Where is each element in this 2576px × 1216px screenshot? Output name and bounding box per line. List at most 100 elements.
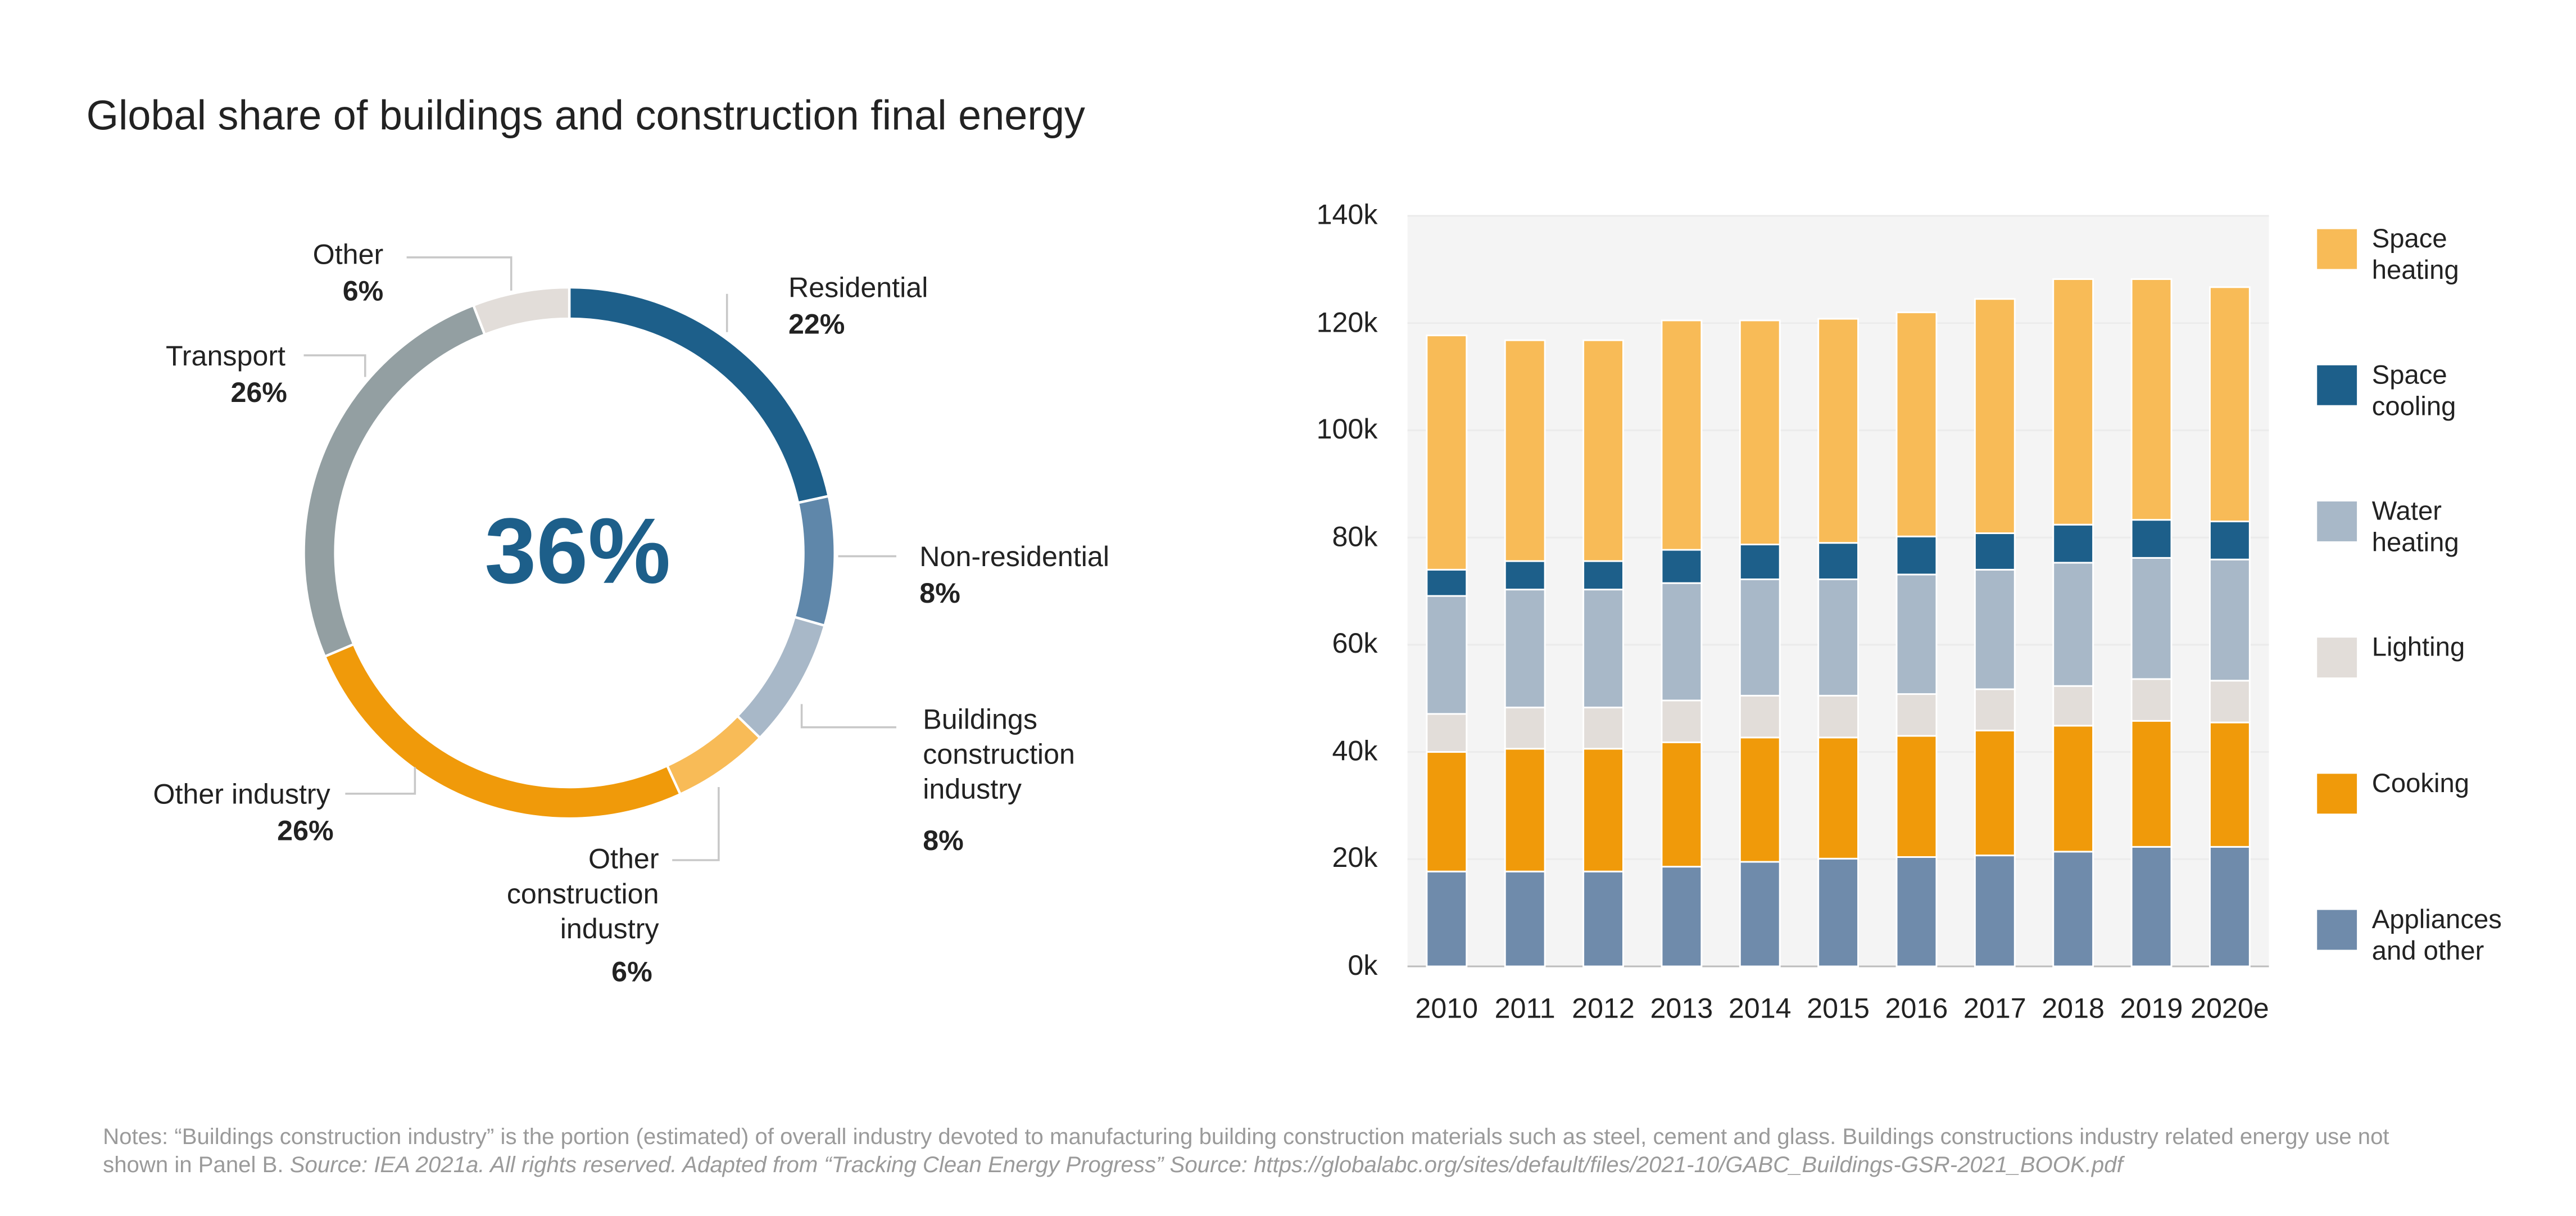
- legend-swatch: [2317, 910, 2357, 950]
- slice-value-label: 6%: [342, 275, 384, 308]
- bar-segment: [1895, 311, 1938, 537]
- slice-value-label: 22%: [788, 309, 845, 341]
- bar-segment: [1504, 589, 1546, 708]
- center-label: 36%: [484, 498, 671, 603]
- y-tick-label: 60k: [1332, 628, 1378, 660]
- bar-segment: [1426, 713, 1468, 753]
- bar-segment: [1974, 688, 2016, 731]
- bar-segment: [1895, 573, 1938, 695]
- bar-segment: [1426, 870, 1468, 968]
- bar-segment: [1504, 748, 1546, 873]
- x-tick-label: 2016: [1885, 993, 1948, 1025]
- bar-segment: [1974, 568, 2016, 690]
- bar-segment: [2208, 680, 2251, 724]
- bar-segment: [1661, 699, 1703, 743]
- bar-segment: [2130, 519, 2173, 559]
- slice-value-label: 26%: [277, 815, 334, 847]
- leader-line: [406, 256, 513, 291]
- y-tick-label: 20k: [1332, 842, 1378, 874]
- x-tick-label: 2012: [1572, 993, 1635, 1025]
- x-tick-label: 2013: [1650, 993, 1713, 1025]
- bar-segment: [2208, 846, 2251, 968]
- bar-segment: [1739, 736, 1781, 863]
- bar-segment: [1817, 857, 1860, 968]
- x-tick-label: 2017: [1963, 993, 2026, 1025]
- slice-value-label: 8%: [923, 825, 964, 857]
- bar-segment: [1661, 549, 1703, 584]
- bar-segment: [2208, 521, 2251, 560]
- chart-title: Global share of buildings and constructi…: [86, 93, 1085, 140]
- bar-segment: [2052, 851, 2094, 968]
- notes: Notes: “Buildings construction industry”…: [103, 1123, 2460, 1179]
- bar-segment: [2208, 721, 2251, 848]
- bar-segment: [1817, 736, 1860, 860]
- bar-segment: [1739, 578, 1781, 697]
- bar-segment: [1895, 735, 1938, 858]
- y-tick-label: 0k: [1348, 950, 1378, 982]
- legend-swatch: [2317, 638, 2357, 678]
- x-tick-label: 2019: [2120, 993, 2183, 1025]
- bar-segment: [1582, 870, 1624, 968]
- bar-segment: [1817, 318, 1860, 544]
- legend-swatch: [2317, 501, 2357, 541]
- bar-segment: [1661, 741, 1703, 868]
- bar-segment: [1974, 532, 2016, 571]
- donut-slice: [792, 494, 836, 627]
- slice-label: Non-residential: [919, 541, 1110, 573]
- bar-segment: [1426, 595, 1468, 715]
- bar-segment: [1817, 694, 1860, 739]
- bar-segment: [1739, 694, 1781, 739]
- bar-segment: [2052, 562, 2094, 687]
- x-tick-label: 2011: [1494, 993, 1555, 1025]
- legend-label: Lighting: [2371, 634, 2465, 663]
- leader-line: [345, 767, 416, 795]
- bar-segment: [1426, 568, 1468, 597]
- bar-segment: [1974, 298, 2016, 534]
- bar-segment: [1426, 751, 1468, 873]
- y-tick-label: 120k: [1316, 306, 1378, 338]
- bar-segment: [2130, 720, 2173, 848]
- bar-segment: [1504, 560, 1546, 591]
- bar-segment: [2130, 278, 2173, 521]
- legend-label: Cooking: [2371, 770, 2470, 799]
- bar-segment: [1582, 339, 1624, 562]
- x-tick-label: 2014: [1728, 993, 1792, 1025]
- bar-segment: [2208, 286, 2251, 522]
- legend-swatch: [2317, 365, 2357, 405]
- donut-slice: [471, 286, 571, 337]
- y-tick-label: 100k: [1316, 413, 1378, 445]
- bar-segment: [2052, 278, 2094, 526]
- legend-label: Space heating: [2371, 225, 2459, 286]
- bar-segment: [1817, 578, 1860, 697]
- x-tick-label: 2010: [1415, 993, 1479, 1025]
- bar-segment: [1582, 589, 1624, 708]
- donut-slice: [665, 714, 762, 796]
- bar-segment: [1895, 856, 1938, 968]
- legend-swatch: [2317, 774, 2357, 814]
- bar-segment: [2052, 523, 2094, 564]
- bar-segment: [1504, 706, 1546, 750]
- legend-label: Water heating: [2371, 498, 2459, 558]
- legend-swatch: [2317, 229, 2357, 269]
- bar-segment: [2130, 557, 2173, 680]
- bar-segment: [1661, 582, 1703, 702]
- leader-line: [303, 354, 366, 377]
- donut-slice: [323, 642, 682, 820]
- leader-line: [800, 704, 896, 729]
- y-tick-label: 40k: [1332, 735, 1378, 767]
- source-text: Source: IEA 2021a. All rights reserved. …: [289, 1152, 2123, 1178]
- y-tick-label: 80k: [1332, 521, 1378, 553]
- bar-segment: [1582, 748, 1624, 873]
- slice-label: Other industry: [153, 779, 330, 811]
- bar-segment: [1504, 870, 1546, 968]
- bar-segment: [1504, 339, 1546, 562]
- slice-label: Other: [312, 239, 384, 271]
- bar-segment: [1895, 535, 1938, 576]
- legend-label: Appliances and other: [2371, 906, 2502, 966]
- slice-label: Residential: [788, 272, 928, 304]
- bar-segment: [2130, 678, 2173, 722]
- y-tick-label: 140k: [1316, 199, 1378, 231]
